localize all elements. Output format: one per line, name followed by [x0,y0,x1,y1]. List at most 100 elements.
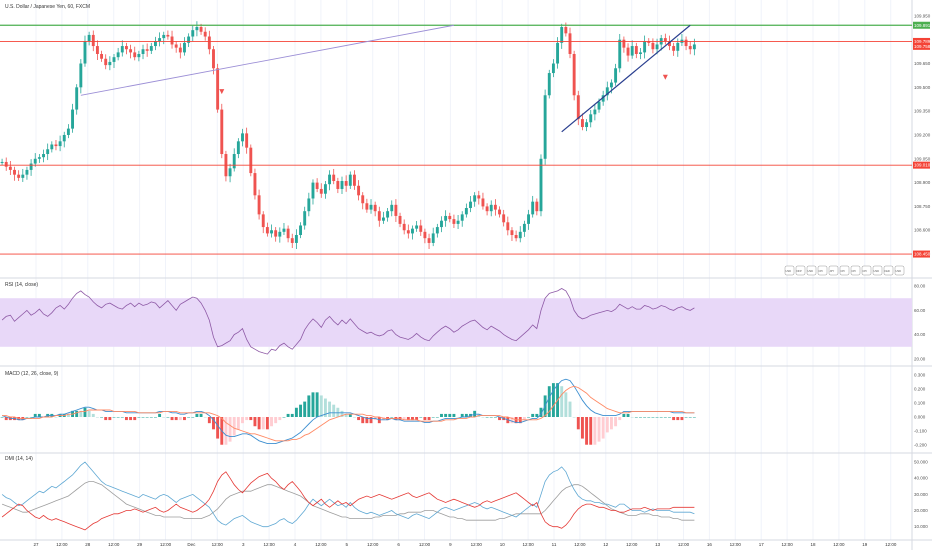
macd-pane[interactable]: MACD (12, 26, close, 9) [5,371,59,377]
price-label-badge [913,42,930,50]
candle-body [253,173,257,196]
candle-body [493,204,497,210]
dmi-tick-label: 10.000 [914,524,928,529]
macd-histogram-bar [593,417,597,445]
event-marker [861,265,872,276]
price-pane[interactable]: U.S. Dollar / Japanese Yen, 60, FXCM [5,4,90,10]
candle-body [183,42,186,53]
candle-body [100,53,104,59]
candle-body [435,227,439,234]
macd-histogram-bar [659,417,663,418]
rsi-pane[interactable]: RSI (14, close) [5,282,38,288]
candle-body [593,109,597,115]
macd-histogram-bar [245,417,249,421]
candle-body [568,33,572,54]
macd-histogram-bar [129,417,133,421]
candle-body [423,231,427,239]
macd-histogram-bar [178,417,182,421]
macd-histogram-bar [485,417,489,418]
macd-histogram-bar [643,417,647,418]
macd-histogram-bar [162,417,166,418]
time-tick-label: 12:00 [833,542,845,547]
candle-body [626,47,630,56]
candle-body [373,204,377,212]
event-marker [784,265,795,276]
candle-body [319,188,323,194]
candle-body [531,201,535,215]
macd-histogram-bar [33,413,37,417]
candle-body [8,166,12,170]
macd-histogram-bar [116,417,120,418]
price-tick-label: 109.350 [914,109,931,114]
event-markers-row: USD NFP USD CPI JPY CPI CPI CPI USD FED USD [784,265,905,276]
candle-body [440,220,443,228]
price-tick-label: 108.600 [914,228,931,233]
candle-body [303,211,307,226]
price-label-text: 108.450 [914,252,931,257]
candle-body [340,181,344,189]
candle-body [456,220,460,224]
candle-body [21,174,25,178]
event-marker [894,265,905,276]
price-tick-label: 109.200 [914,132,931,137]
dmi-label: DMI (14, 14) [5,456,33,462]
candle-body [137,53,141,58]
candle-body [323,184,327,194]
candle-body [473,195,477,202]
macd-histogram-bar [112,417,116,418]
dmi-pane[interactable]: DMI (14, 14) [5,456,33,462]
price-label-badge [913,250,930,258]
time-tick-label: 12:00 [56,542,68,547]
macd-histogram-bar [145,417,149,418]
time-tick-label: 5 [346,542,349,547]
event-marker [817,265,828,276]
candle-body [50,144,54,150]
candle-body [66,128,70,135]
macd-histogram-bar [551,383,555,417]
candle-body [361,195,365,204]
time-tick-label: 12:00 [471,542,483,547]
candle-body [228,168,232,177]
candle-body [83,41,87,64]
candle-body [282,228,286,232]
time-tick-label: 12:00 [315,542,327,547]
candle-body [469,201,472,209]
candle-body [261,214,265,228]
price-lines [0,24,912,255]
candle-body [477,195,481,199]
macd-histogram-bar [348,413,352,417]
macd-histogram-bar [236,417,240,430]
macd-histogram-bar [25,417,29,418]
event-marker-label: CPI [863,269,868,273]
macd-histogram-bar [614,417,618,427]
macd-histogram-bar [539,407,543,417]
event-marker-label: USD [874,269,880,273]
candle-body [133,52,137,58]
candle-body [29,163,33,170]
candle-body [589,114,593,123]
time-tick-label: 12:00 [522,542,534,547]
candle-body [485,206,489,212]
candle-body [610,82,613,88]
candle-body [427,238,431,243]
event-marker-label: FED [885,269,890,273]
candle-body [655,44,659,50]
macd-histogram-bar [224,417,228,445]
macd-histogram-bar [83,407,87,417]
macd-histogram-bar [261,417,265,430]
candle-body [315,182,319,189]
macd-histogram-bar [315,392,319,417]
candle-body [241,133,244,142]
macd-histogram-bar [274,417,278,424]
minus-di-line [1,471,695,531]
candle-body [522,223,526,232]
macd-histogram-bar [605,417,609,433]
candle-body [514,235,518,239]
candle-body [460,214,464,221]
time-tick-label: 12:00 [160,542,172,547]
candle-body [386,211,390,218]
price-axis: 109.950109.800109.650109.500109.350109.2… [913,13,931,258]
macd-histogram-bar [332,404,336,417]
